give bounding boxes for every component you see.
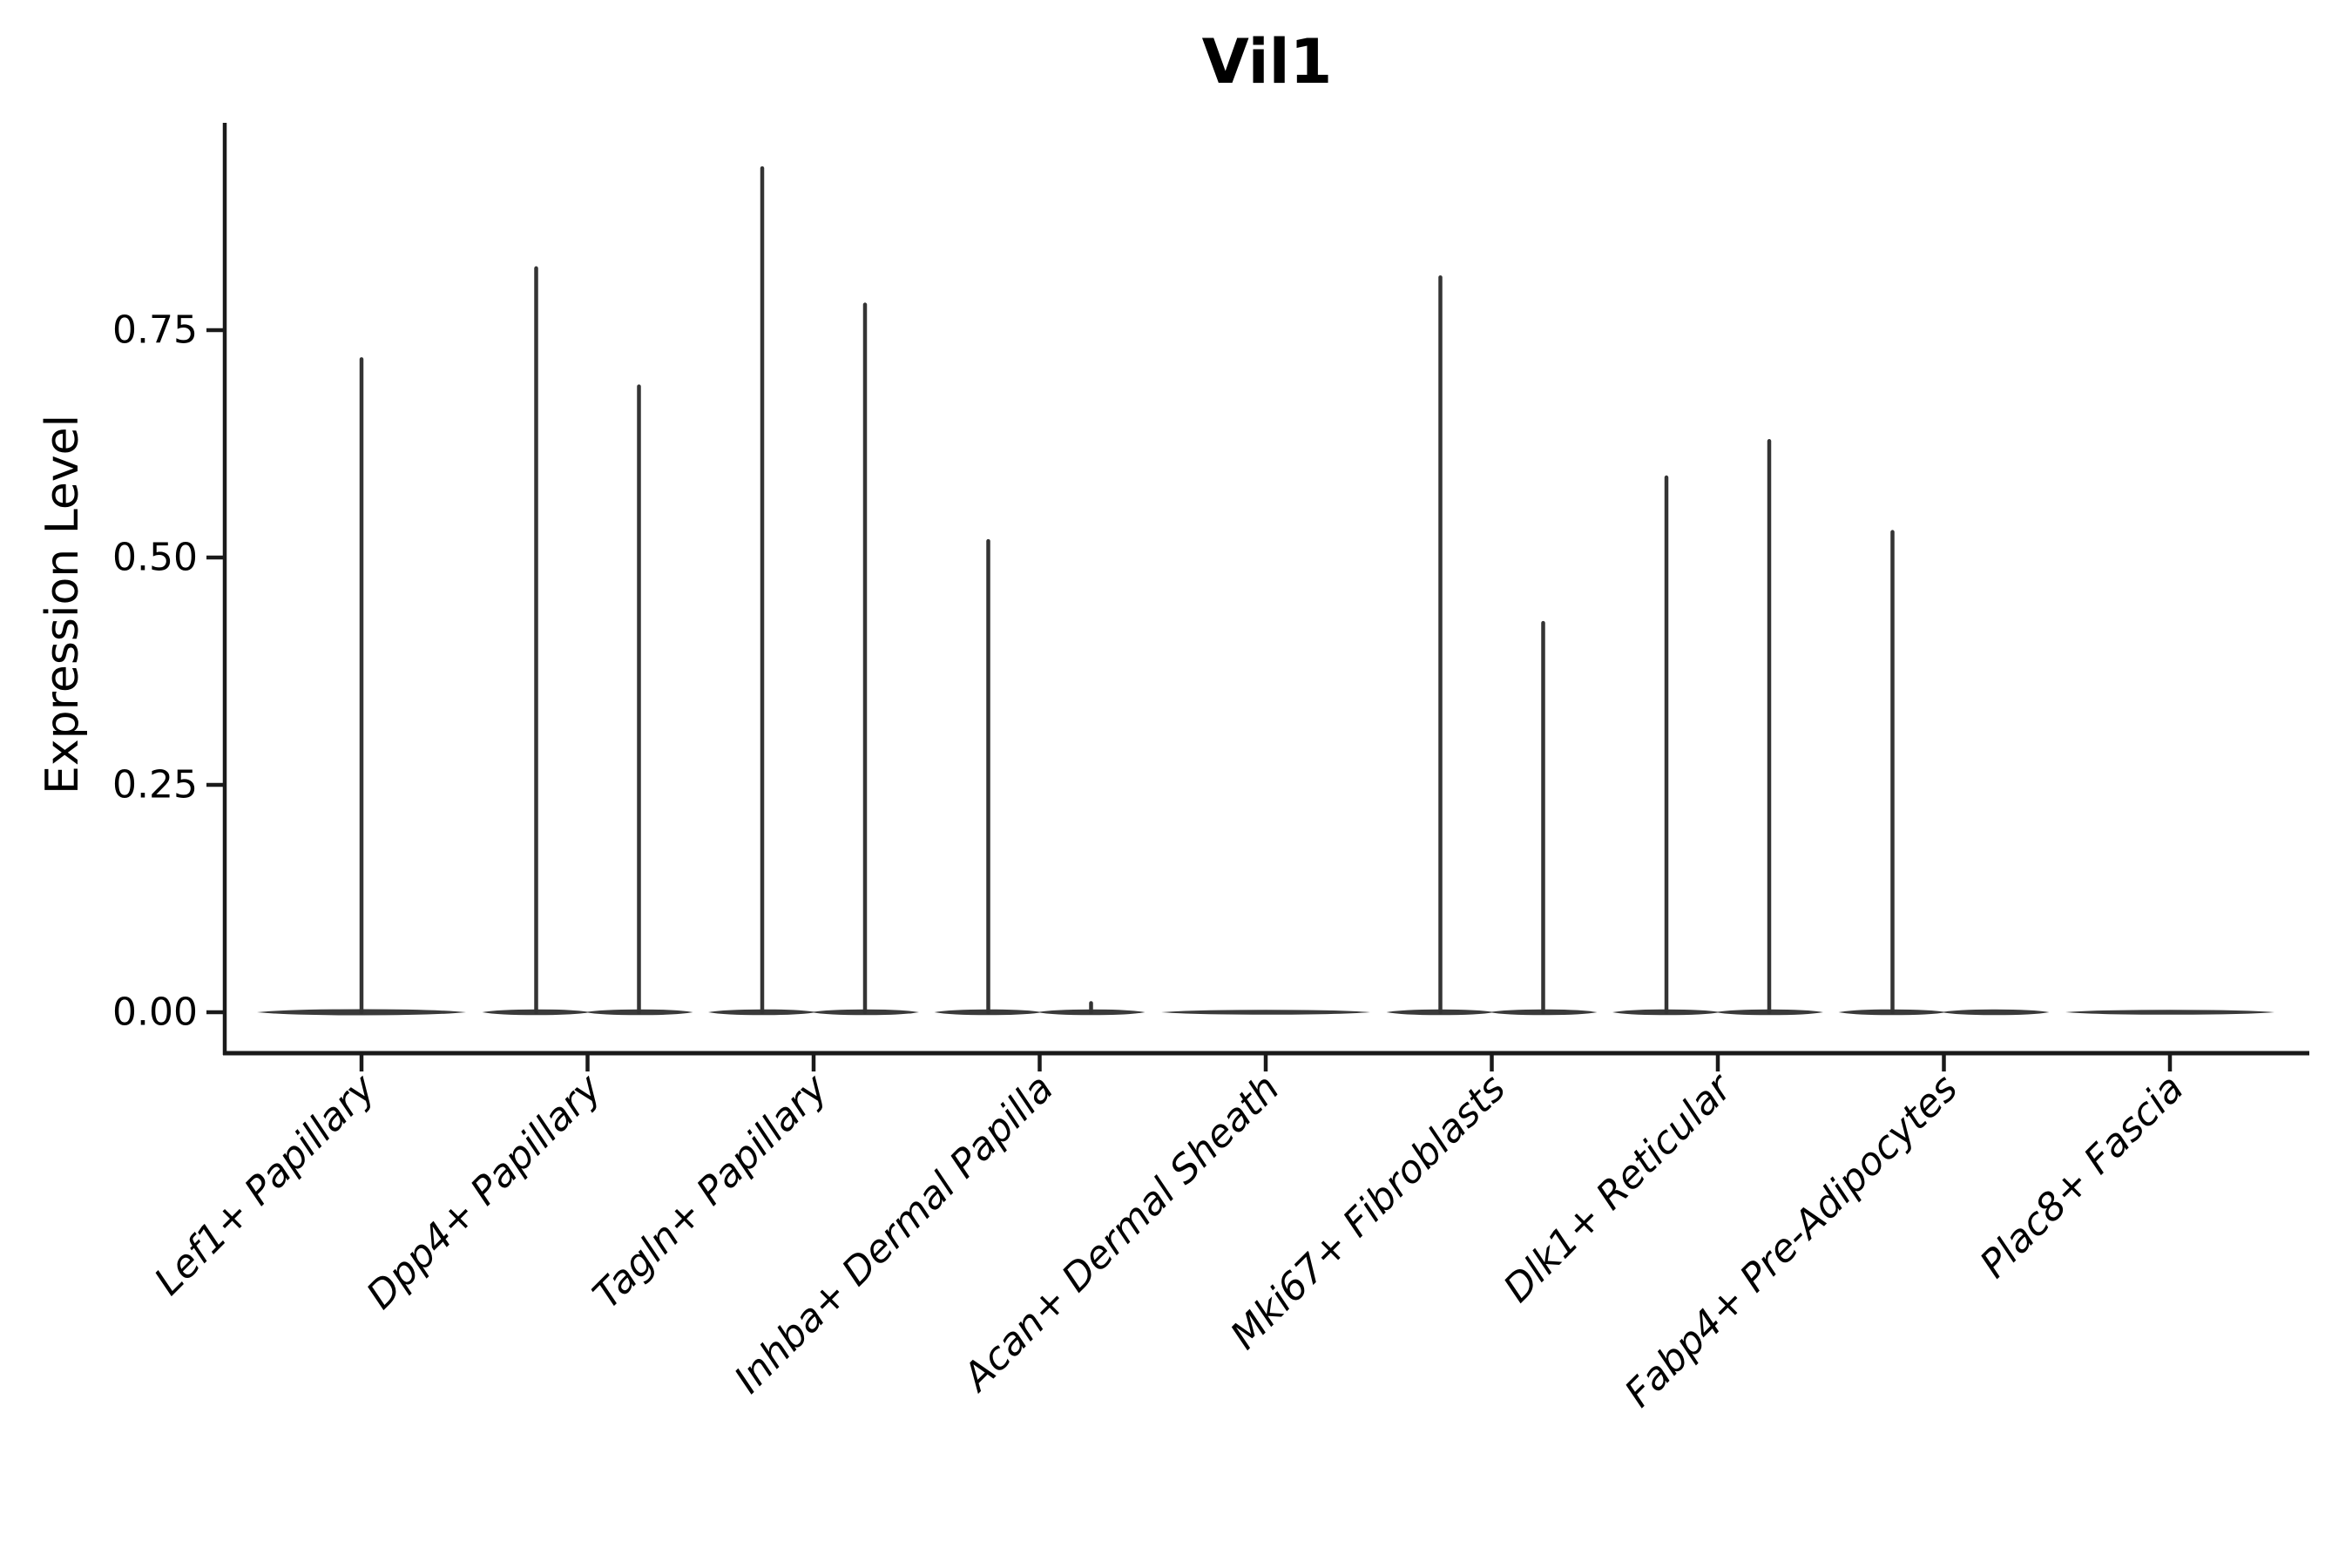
y-tick-label: 0.00 (112, 990, 198, 1035)
x-tick-label: Dlk1+ Reticular (1495, 1064, 1741, 1311)
y-tick-label: 0.25 (112, 763, 198, 808)
x-tick-label: Dpp4+ Papillary (358, 1065, 611, 1318)
violin-base (1941, 1009, 2050, 1016)
violin-base (1161, 1010, 1370, 1015)
x-tick-label: Tagln+ Papillary (585, 1065, 836, 1317)
x-tick-label: Lef1+ Papillary (146, 1065, 385, 1304)
x-tick-label: Plac8+ Fascia (1971, 1066, 2192, 1287)
y-tick-label: 0.75 (112, 308, 198, 353)
violin-base (2065, 1010, 2274, 1015)
plot-title: Vil1 (1201, 26, 1333, 98)
y-tick-label: 0.50 (112, 536, 198, 580)
